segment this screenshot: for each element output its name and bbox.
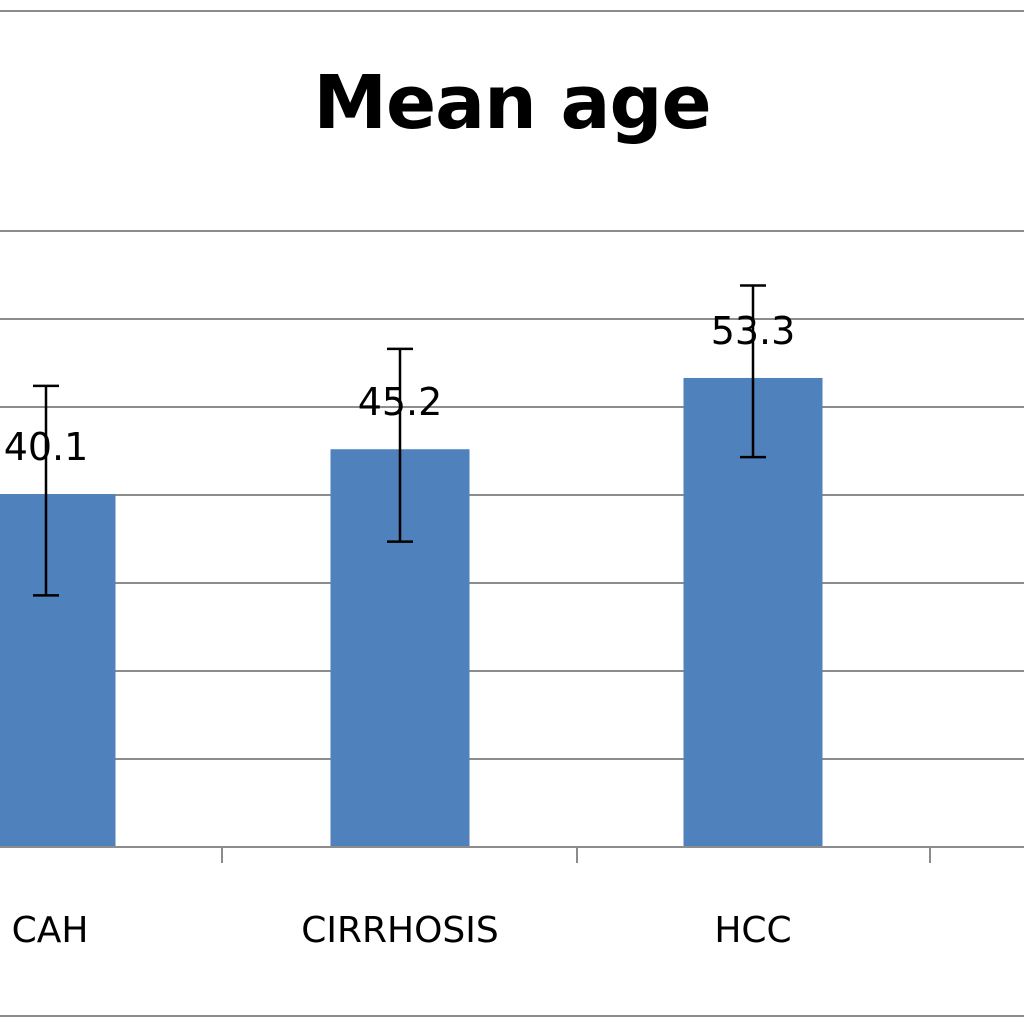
category-label: HCC	[714, 910, 791, 951]
category-label: CAH	[12, 910, 89, 951]
data-label: 40.1	[4, 425, 89, 469]
bars	[0, 377, 823, 847]
chart-title: Mean age	[313, 60, 711, 146]
error-bar	[33, 384, 59, 597]
data-label: 45.2	[358, 380, 443, 424]
data-labels: 40.1 45.2 53.3	[4, 309, 796, 469]
error-bars	[33, 284, 766, 597]
error-bar	[740, 284, 766, 459]
chart-frame	[0, 10, 1024, 1017]
gridlines	[0, 230, 1024, 760]
error-bar	[387, 347, 413, 543]
category-label: CIRRHOSIS	[301, 910, 499, 951]
x-axis: CAH CIRRHOSIS HCC	[0, 846, 1024, 951]
data-label: 53.3	[711, 309, 796, 353]
bar-cah	[0, 494, 116, 847]
